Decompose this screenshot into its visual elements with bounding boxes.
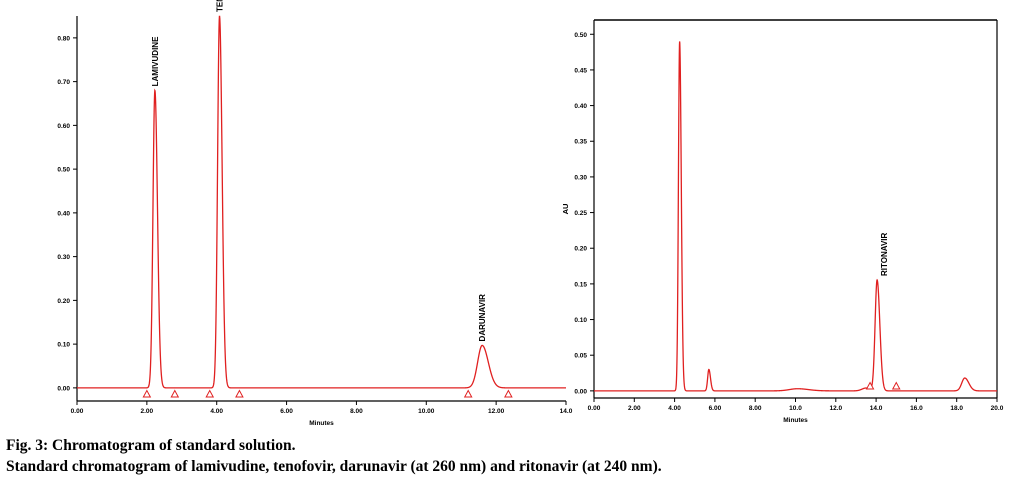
x-tick-label: 20.0 [991, 405, 1004, 412]
integration-marker [142, 389, 152, 398]
x-tick-label: 12.0 [829, 405, 842, 412]
x-tick-label: 8.00 [749, 405, 762, 412]
peak-label: TENOFOVIR DF [216, 0, 225, 12]
x-tick-label: 2.00 [628, 405, 641, 412]
x-axis-label: Minutes [309, 420, 334, 427]
figure-caption-title: Fig. 3: Chromatogram of standard solutio… [6, 437, 296, 454]
peak-label: DARUNAVIR [478, 294, 487, 342]
x-tick-label: 12.00 [488, 408, 505, 415]
x-tick-label: 2.00 [141, 408, 154, 415]
chart-left-lamivudine-tenofovir-darunavir: 0.00 0.10 0.20 0.30 0.40 0.50 0.60 0.70 0.80 0.00… [57, 0, 572, 427]
integration-marker [235, 389, 244, 398]
y-tick-label: 0.05 [574, 353, 587, 360]
y-tick-label: 0.50 [574, 32, 587, 39]
x-tick-label: 0.00 [71, 408, 84, 415]
y-tick-label: 0.00 [574, 388, 587, 395]
x-tick-label: 18.0 [950, 405, 963, 412]
y-tick-label: 0.10 [574, 317, 587, 324]
integration-marker [205, 389, 215, 398]
x-axis-label: Minutes [783, 417, 808, 424]
integration-marker [170, 389, 180, 398]
y-tick-label: 0.35 [574, 139, 587, 146]
y-tick-label: 0.45 [574, 67, 587, 74]
y-tick-label: 0.20 [574, 246, 587, 253]
x-tick-label: 10.00 [418, 408, 435, 415]
peak-label: LAMIVUDINE [151, 36, 160, 86]
x-tick-label: 14.0 [560, 408, 573, 415]
x-tick-label: 6.00 [709, 405, 722, 412]
integration-marker [865, 381, 875, 390]
x-tick-label: 10.0 [789, 405, 802, 412]
y-tick-label: 0.15 [574, 281, 587, 288]
y-tick-label: 0.40 [574, 103, 587, 110]
chromatogram-trace [594, 41, 997, 392]
x-tick-label: 8.00 [350, 408, 363, 415]
x-tick-label: 0.00 [588, 405, 601, 412]
figure-caption-text: Standard chromatogram of lamivudine, ten… [6, 458, 662, 475]
y-tick-label: 0.30 [57, 254, 70, 261]
x-tick-label: 4.00 [210, 408, 223, 415]
integration-marker [504, 389, 513, 398]
y-tick-label: 0.20 [57, 298, 70, 305]
y-tick-label: 0.70 [57, 79, 70, 86]
y-axis-label: AU [561, 204, 570, 215]
integration-marker [463, 389, 473, 398]
y-tick-label: 0.00 [57, 385, 70, 392]
integration-marker [891, 381, 901, 390]
y-tick-label: 0.80 [57, 35, 70, 42]
figure-charts: 0.00 0.10 0.20 0.30 0.40 0.50 0.60 0.70 0.80 0.00… [57, 0, 1004, 427]
x-tick-label: 4.00 [668, 405, 681, 412]
y-tick-label: 0.50 [57, 167, 70, 174]
x-tick-label: 16.0 [910, 405, 923, 412]
peak-label: RITONAVIR [880, 232, 889, 275]
y-tick-label: 0.10 [57, 342, 70, 349]
y-tick-label: 0.25 [574, 210, 587, 217]
x-tick-label: 6.00 [280, 408, 293, 415]
y-tick-label: 0.60 [57, 123, 70, 130]
y-tick-label: 0.30 [574, 174, 587, 181]
chart-right-ritonavir: 0.00 0.05 0.10 0.15 0.20 0.25 0.30 0.35 0.40 0.45… [561, 19, 1004, 424]
chromatogram-trace [77, 15, 566, 389]
y-tick-label: 0.40 [57, 210, 70, 217]
x-tick-label: 14.0 [870, 405, 883, 412]
